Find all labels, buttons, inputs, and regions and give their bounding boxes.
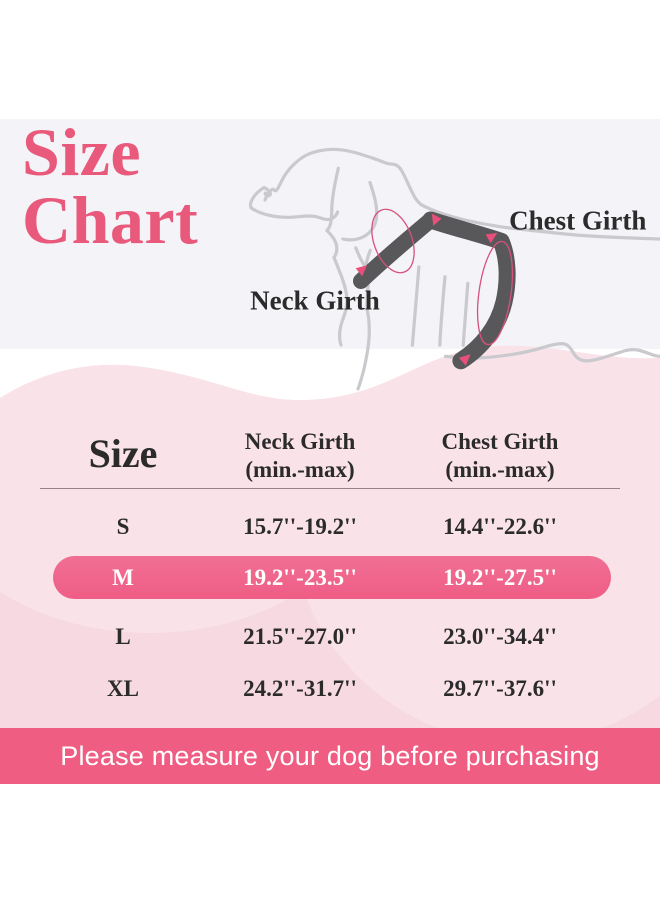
svg-text:Neck Girth: Neck Girth [250, 286, 380, 316]
svg-text:Chest Girth: Chest Girth [509, 206, 646, 236]
